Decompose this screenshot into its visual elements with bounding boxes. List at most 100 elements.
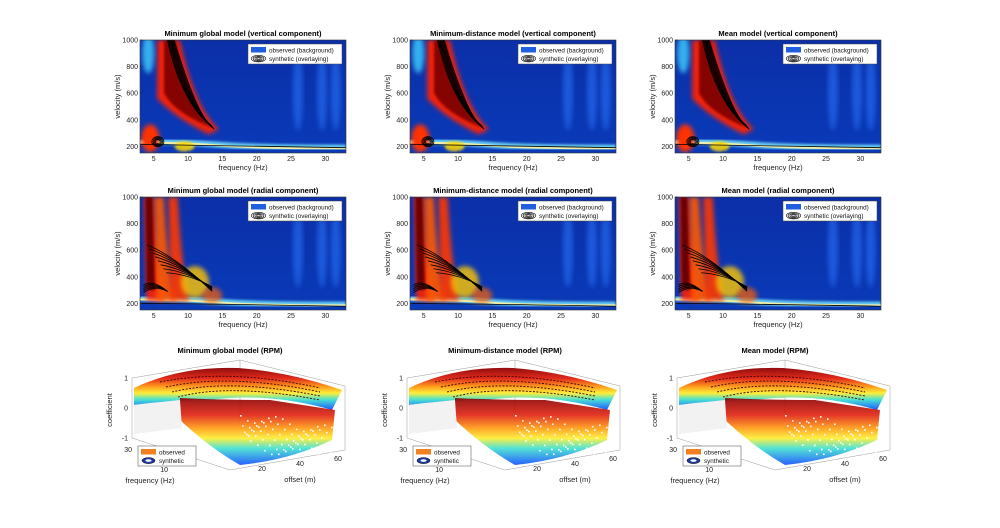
rpm-marker (326, 431, 328, 434)
y-tick-label: 600 (396, 248, 408, 255)
x-tick-label: 30 (857, 313, 865, 320)
rpm-marker (570, 442, 572, 444)
rpm-marker (540, 425, 542, 428)
rpm-marker (281, 443, 283, 446)
legend: observed (background) synthetic (overlayi… (247, 200, 343, 222)
rpm-marker (580, 433, 582, 435)
contour-line (701, 272, 748, 288)
rpm-marker (274, 439, 276, 441)
spectrum-lowfreq-spot (141, 124, 160, 153)
spectrum-radial-spot2 (472, 287, 493, 304)
rpm-marker (858, 458, 860, 460)
rpm-marker (834, 423, 836, 426)
freq-tick-label: 30 (124, 447, 132, 454)
rpm-contour (446, 385, 596, 397)
offset-tick-label: 40 (296, 461, 304, 468)
rpm-marker (598, 447, 600, 450)
rpm-marker (852, 434, 854, 437)
x-tick-label: 15 (219, 313, 227, 320)
panel-title: Mean model (RPM) (741, 346, 809, 355)
y-tick-label: 400 (396, 117, 408, 124)
contour-loop (686, 136, 700, 148)
rpm-marker (553, 453, 555, 456)
rpm-marker (530, 435, 532, 437)
rpm-marker (610, 447, 612, 449)
rpm-marker (830, 450, 832, 453)
spectrum-panel: 5 10 15 20 25 30 200 400 600 800 1000 Minimum globa… (113, 29, 347, 172)
rpm-marker (572, 443, 574, 446)
x-tick-label: 20 (788, 313, 796, 320)
rpm-marker (323, 447, 325, 450)
legend-synthetic-icon (254, 213, 263, 218)
rpm-marker (288, 444, 290, 447)
legend-synthetic-icon (256, 214, 261, 217)
panel-title: Minimum global model (radial component) (168, 186, 319, 195)
rpm-marker (296, 428, 298, 431)
x-axis-label: frequency (Hz) (753, 320, 803, 329)
rpm-synthetic-markers (785, 415, 888, 464)
legend-synthetic-icon (522, 212, 535, 219)
rpm-marker (848, 430, 850, 433)
legend-synthetic-icon (252, 212, 265, 219)
rpm-marker (813, 417, 815, 420)
rpm-panel: Minimum global model (RPM)10-1coefficien… (105, 346, 346, 485)
freq-axis-label: frequency (Hz) (125, 476, 175, 485)
rpm-marker (242, 425, 244, 427)
synthetic-contours (140, 40, 346, 149)
rpm-marker (607, 457, 609, 459)
y-tick-label: 1000 (122, 38, 138, 45)
legend-synthetic-icon (252, 55, 265, 62)
rpm-marker (863, 453, 865, 455)
rpm-marker (557, 418, 559, 420)
rpm-marker (515, 415, 517, 417)
x-tick-label: 5 (687, 156, 691, 163)
rpm-marker (538, 421, 540, 424)
freq-tick-label: 10 (160, 467, 168, 474)
rpm-marker (589, 434, 591, 436)
contour-loop (152, 137, 164, 147)
contour-line (443, 40, 482, 126)
rpm-marker (282, 418, 284, 420)
legend-synthetic-label: synthetic (overlaying) (804, 56, 864, 63)
rpm-marker (525, 440, 527, 442)
rpm-contour (452, 390, 596, 401)
rpm-marker (792, 420, 794, 422)
panel-title: Minimum-distance model (RPM) (448, 346, 562, 355)
rpm-panel: Mean model (RPM)10-1coefficient302010fre… (650, 346, 891, 485)
spectrum-radial-spot2 (202, 287, 223, 304)
y-tick-label: 1000 (392, 38, 408, 45)
spectrum-panel: 5 10 15 20 25 30 200 400 600 800 1000 Minimum globa… (113, 186, 347, 329)
x-tick-label: 15 (219, 156, 227, 163)
rpm-marker (871, 431, 873, 434)
legend-synthetic-label: synthetic (overlaying) (269, 56, 329, 63)
rpm-marker (253, 430, 255, 433)
rpm-marker (300, 437, 302, 440)
rpm-marker (561, 438, 563, 441)
legend-synthetic-icon (251, 54, 267, 63)
rpm-marker (341, 456, 343, 459)
rpm-marker (258, 426, 260, 428)
legend-synthetic-icon (256, 57, 261, 60)
x-tick-label: 30 (592, 313, 600, 320)
rpm-marker (802, 444, 804, 446)
z-tick-label: 1 (669, 376, 673, 383)
rpm-marker (824, 434, 826, 436)
legend-box (247, 200, 343, 222)
spectrum-heat (675, 40, 881, 153)
spectra-panels: 5 10 15 20 25 30 200 400 600 800 1000 Minimum globa… (113, 29, 882, 329)
rpm-marker (321, 437, 323, 439)
spectrum-band (851, 51, 862, 131)
freq-tick-label: 10 (705, 467, 713, 474)
rpm-marker (545, 420, 547, 423)
x-tick-label: 5 (152, 156, 156, 163)
rpm-marker (835, 446, 837, 448)
x-tick-label: 5 (422, 313, 426, 320)
y-axis-label: velocity (m/s) (383, 231, 392, 276)
rpm-legend: observed synthetic (412, 445, 472, 467)
rpm-marker (833, 444, 835, 447)
rpm-marker (806, 420, 808, 423)
rpm-marker (869, 424, 871, 427)
rpm-marker (801, 425, 803, 427)
rpm-marker (519, 431, 521, 434)
rpm-marker (608, 437, 610, 439)
